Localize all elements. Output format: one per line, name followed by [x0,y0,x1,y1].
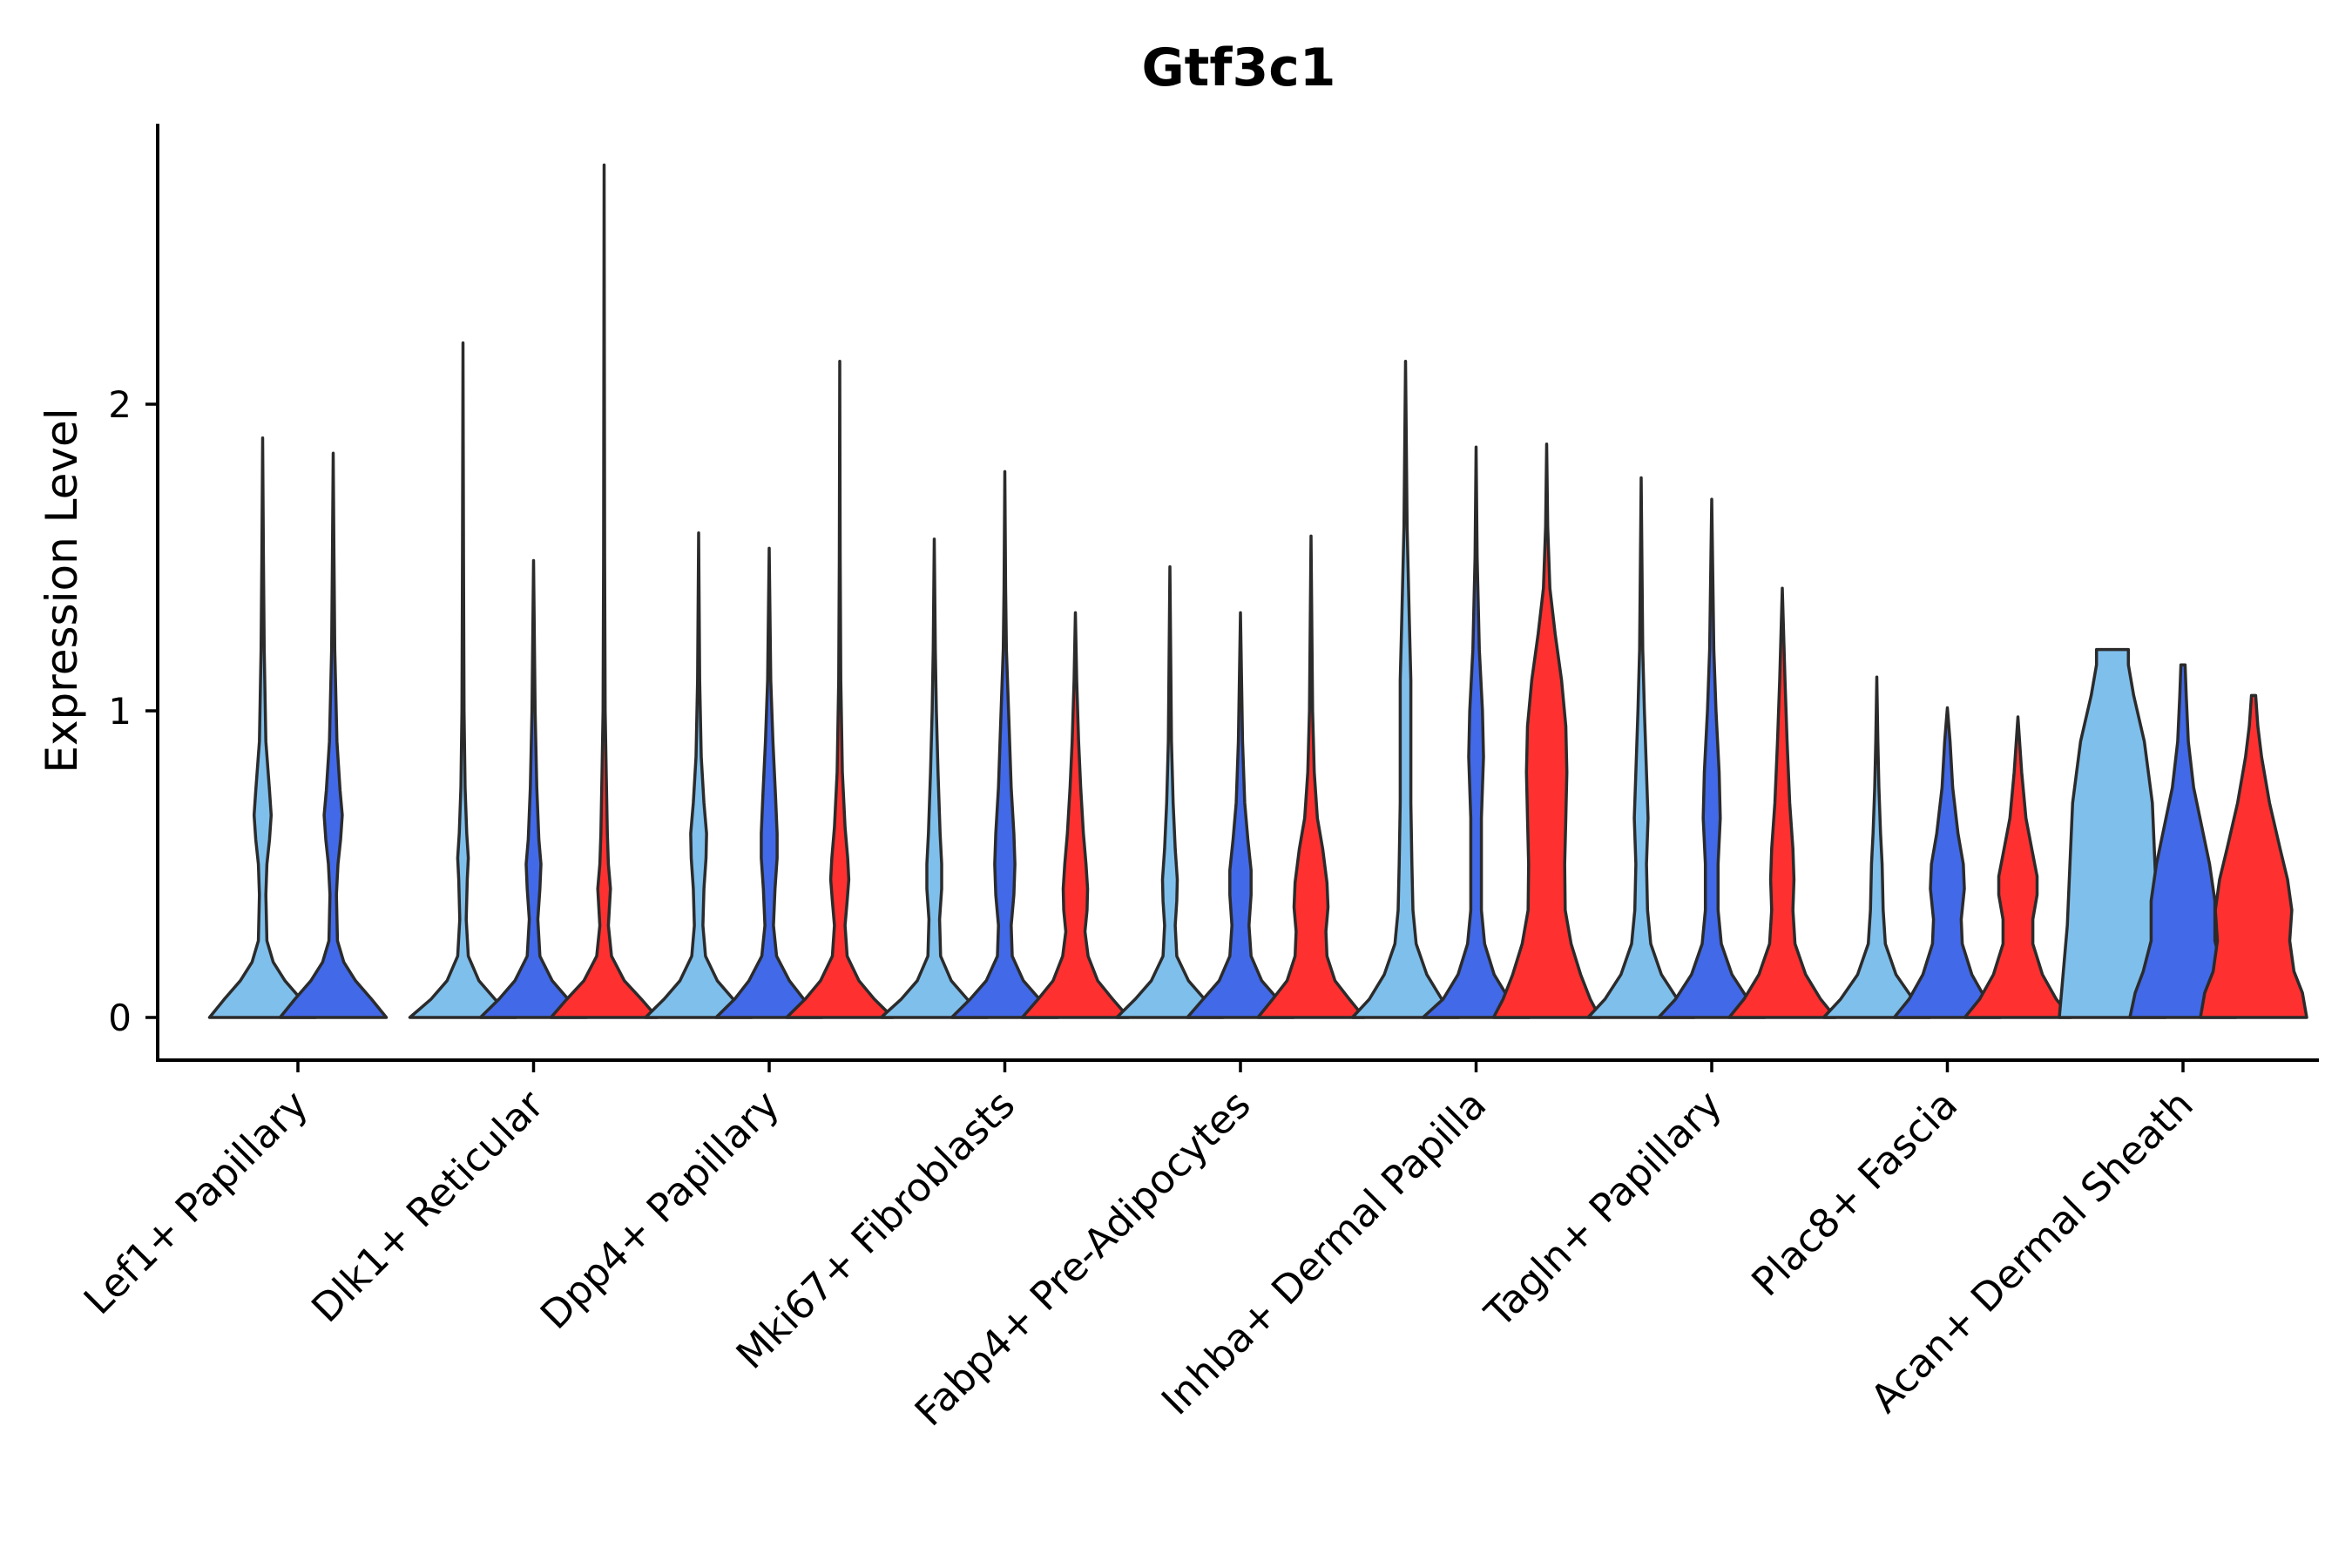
violin-7-group-3 [1727,586,1837,1019]
y-tick-label: 0 [108,997,132,1039]
violin-3-group-3 [785,359,895,1019]
x-tick-label: Lef1+ Papillary [75,1081,317,1323]
x-tick-label: Dlk1+ Reticular [302,1081,552,1331]
x-tick-label: Plac8+ Fascia [1742,1081,1966,1305]
violin-7-group-2 [1657,497,1767,1019]
y-axis-label: Expression Level [37,408,87,773]
y-tick-label: 2 [108,383,132,426]
violin-6-group-1 [1350,359,1461,1019]
violin-3-group-2 [714,546,824,1019]
x-tick-label: Dpp4+ Papillary [531,1081,788,1338]
violin-6-group-3 [1491,443,1602,1019]
violin-2-group-3 [549,163,659,1019]
violin-7-group-1 [1586,476,1696,1019]
violin-2-group-1 [408,341,518,1019]
chart-title: Gtf3c1 [1141,37,1335,98]
violin-5-group-2 [1186,611,1295,1019]
violin-layer [207,163,2308,1019]
violin-6-group-2 [1421,445,1531,1019]
violin-1-group-2 [278,451,389,1019]
x-tick-label: Tagln+ Papillary [1476,1081,1731,1336]
y-tick-label: 1 [108,690,132,733]
violin-2-group-2 [478,558,589,1019]
violin-8-group-2 [1892,706,2003,1019]
violin-9-group-3 [2199,693,2308,1019]
violin-4-group-3 [1020,611,1131,1019]
violin-4-group-2 [950,470,1060,1019]
violin-1-group-1 [207,436,318,1019]
violin-3-group-1 [644,531,754,1019]
violin-4-group-1 [879,537,990,1019]
violin-8-group-3 [1963,715,2073,1019]
violin-8-group-1 [1821,675,1932,1019]
violin-5-group-1 [1115,564,1225,1019]
violin-5-group-3 [1256,534,1366,1019]
